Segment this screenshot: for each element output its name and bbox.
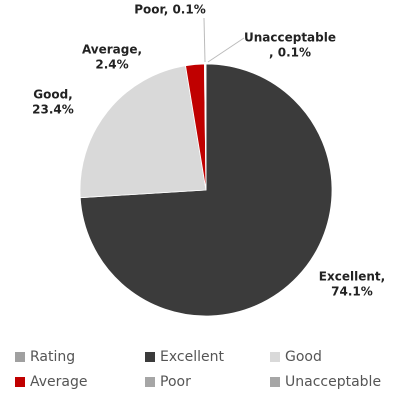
data-label: , 0.1% [269, 46, 311, 60]
legend-swatch [270, 352, 280, 362]
data-label: Excellent, [319, 270, 385, 284]
pie-slice [79, 65, 207, 199]
data-label: 23.4% [32, 103, 74, 117]
legend-label: Rating [30, 349, 75, 365]
legend-label: Average [30, 374, 88, 390]
data-label: Unacceptable [244, 31, 336, 45]
pie-slice [204, 63, 207, 191]
data-label: Average, [82, 43, 142, 57]
legend-swatch [15, 352, 25, 362]
legend-label: Excellent [160, 349, 224, 365]
legend-swatch [15, 377, 25, 387]
legend-swatch [145, 352, 155, 362]
data-label: Good, [33, 88, 73, 102]
legend-swatch [145, 377, 155, 387]
legend-label: Good [285, 349, 322, 365]
leader-line [203, 17, 206, 63]
data-label: 2.4% [95, 58, 128, 72]
legend-label: Unacceptable [285, 374, 381, 390]
legend-swatch [270, 377, 280, 387]
data-label: Poor, 0.1% [134, 3, 205, 17]
data-label: 74.1% [331, 285, 373, 299]
legend-label: Poor [160, 374, 191, 390]
leader-line [207, 37, 245, 63]
